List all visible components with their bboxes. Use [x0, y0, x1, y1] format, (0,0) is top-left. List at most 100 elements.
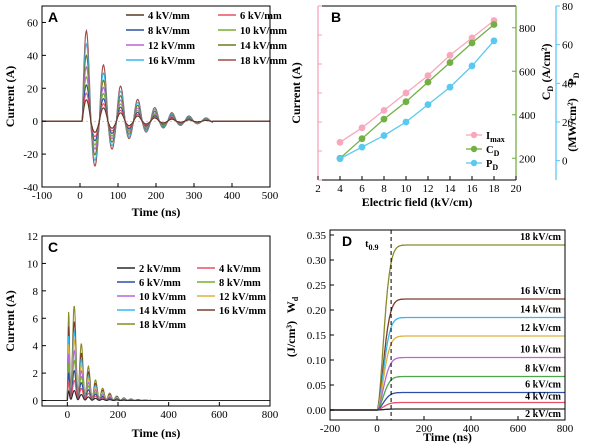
y-axis-label-unit: (J/cm³): [284, 321, 298, 357]
right2-y-tick-label: 0: [562, 156, 568, 168]
y-tick-label: 0.20: [307, 305, 327, 317]
panel-label: C: [48, 239, 58, 255]
data-point-Imax: [424, 72, 432, 79]
x-tick-label: 800: [557, 423, 574, 435]
legend: 4 kV/mm 6 kV/mm 8 kV/mm 10 kV/mm 12 kV/mm 14 …: [126, 11, 287, 67]
legend: 2 kV/mm 4 kV/mm 6 kV/mm 8 kV/mm 10 kV/mm 12 k…: [117, 264, 266, 331]
legend-label: 4 kV/mm: [148, 11, 190, 22]
x-tick-label: 600: [510, 423, 527, 435]
y-tick-label: 0.25: [307, 280, 327, 292]
data-point-CD: [490, 21, 498, 28]
legend-label: 2 kV/mm: [139, 264, 181, 275]
x-axis-label: Time (ns): [132, 205, 181, 219]
x-tick-label: 400: [224, 190, 241, 202]
legend-label: 10 kV/mm: [139, 292, 186, 303]
y-tick-label: 10: [27, 258, 39, 270]
right-y-axis-label-unit: (A/cm²): [539, 44, 553, 83]
legend-label: 18 kV/mm: [240, 56, 287, 67]
data-point-PD: [424, 101, 432, 108]
x-tick-label: 20: [511, 183, 523, 195]
series-line-2kVmm: [42, 390, 270, 402]
data-point-PD: [358, 143, 366, 151]
x-axis-label: Time (ns): [132, 426, 181, 440]
right-y-axis-label: CD: [539, 86, 555, 101]
data-point-Imax: [402, 89, 410, 97]
legend-label: 8 kV/mm: [148, 26, 190, 37]
x-tick-label: 200: [110, 409, 127, 421]
series-label: 10 kV/cm: [520, 345, 562, 356]
y-axis-label: Wd: [284, 296, 300, 313]
legend-label: Imax: [486, 131, 505, 144]
data-point-CD: [380, 115, 388, 123]
x-tick-label: -200: [320, 423, 341, 435]
right2-y-tick-label: 20: [562, 117, 574, 129]
y-tick-label: 6: [33, 313, 39, 325]
data-point-CD: [468, 39, 476, 47]
panel-c: 0 200 400 600 800 0 2 4 6 8 10 12 C Time (ns) Current …: [3, 231, 279, 440]
series-line-Imax: [339, 19, 495, 143]
series-label: 12 kV/cm: [520, 323, 562, 334]
series-label: 4 kV/cm: [525, 392, 562, 403]
x-tick-label: 600: [211, 409, 228, 421]
y-tick-label: -40: [23, 182, 38, 194]
legend-label: 12 kV/mm: [219, 292, 266, 303]
data-point-Imax: [446, 51, 454, 59]
panel-label: D: [342, 233, 352, 249]
right-y-tick-label: 600: [519, 66, 536, 78]
data-point-CD: [358, 135, 366, 143]
legend-label: 14 kV/mm: [139, 306, 186, 317]
panel-a: -100 0 100 200 300 400 500 -40 -20 0 20 40 60 A Time (…: [3, 5, 287, 219]
x-tick-label: 12: [423, 183, 434, 195]
data-point-Imax: [336, 138, 344, 146]
y-tick-label: 0.15: [307, 330, 327, 342]
y-tick-label: 60: [27, 17, 39, 29]
data-point-PD: [336, 155, 344, 163]
legend-label: 4 kV/mm: [219, 264, 261, 275]
y-tick-label: 12: [27, 231, 38, 243]
series-line-14kVmm: [42, 54, 270, 156]
x-tick-label: 2: [315, 183, 321, 195]
y-tick-label: 4: [33, 341, 39, 353]
right-y-tick-label: 200: [519, 153, 536, 165]
data-point-Imax: [380, 107, 388, 114]
series-line-4kVmm: [42, 99, 270, 133]
x-tick-label: 8: [381, 183, 387, 195]
legend-marker: [470, 145, 478, 153]
x-tick-label: 14: [445, 183, 457, 195]
series-label: 8 kV/cm: [525, 364, 562, 375]
series-line-PD: [339, 40, 495, 160]
series-label: 16 kV/cm: [520, 286, 562, 297]
x-axis-label: Time (ns): [423, 430, 472, 444]
legend-label: 10 kV/mm: [240, 26, 287, 37]
data-point-CD: [424, 78, 432, 86]
legend-label: 16 kV/mm: [219, 306, 266, 317]
y-tick-label: 20: [27, 83, 39, 95]
data-point-PD: [380, 132, 388, 139]
legend-label: 6 kV/mm: [139, 278, 181, 289]
x-tick-label: -100: [32, 190, 53, 202]
series-label: 14 kV/cm: [520, 305, 562, 316]
y-tick-label: 8: [33, 286, 39, 298]
data-point-PD: [468, 62, 476, 70]
panel-label: B: [331, 9, 341, 25]
x-tick-label: 400: [160, 409, 177, 421]
x-tick-label: 100: [110, 190, 127, 202]
x-tick-label: 500: [262, 190, 279, 202]
panel-b: 2 4 6 8 10 12 14 16 18 20 200 400 600 800 0 20 40 60 80 B El…: [289, 1, 581, 209]
data-point-CD: [402, 98, 410, 106]
legend-marker: [470, 159, 478, 167]
data-point-CD: [446, 59, 454, 66]
series-line-2kVcm: [330, 408, 565, 411]
legend-label: CD: [486, 145, 500, 158]
y-tick-label: 0: [33, 396, 39, 408]
x-tick-label: 6: [359, 183, 365, 195]
x-tick-label: 400: [463, 423, 480, 435]
series-label: 18 kV/cm: [520, 232, 562, 243]
data-point-PD: [446, 83, 454, 91]
panel-d: t0.9 -200 0 200 400 600 800 0.00 0.05 0.10 0.15 0.2…: [284, 229, 574, 444]
legend-label: 6 kV/mm: [240, 11, 282, 22]
right2-y-tick-label: 60: [562, 40, 574, 52]
y-tick-label: -20: [23, 149, 38, 161]
